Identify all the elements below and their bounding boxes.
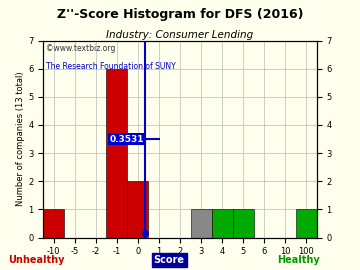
- Bar: [190, 210, 212, 238]
- Y-axis label: Number of companies (13 total): Number of companies (13 total): [16, 72, 25, 206]
- Bar: [106, 69, 127, 238]
- Text: Healthy: Healthy: [278, 255, 320, 265]
- Bar: [296, 210, 317, 238]
- Text: Score: Score: [154, 255, 185, 265]
- Bar: [212, 210, 233, 238]
- Bar: [43, 210, 64, 238]
- Text: The Research Foundation of SUNY: The Research Foundation of SUNY: [46, 62, 176, 71]
- Text: Industry: Consumer Lending: Industry: Consumer Lending: [106, 30, 254, 40]
- Text: Unhealthy: Unhealthy: [8, 255, 64, 265]
- Text: Z''-Score Histogram for DFS (2016): Z''-Score Histogram for DFS (2016): [57, 8, 303, 21]
- Text: ©www.textbiz.org: ©www.textbiz.org: [46, 45, 115, 53]
- Bar: [233, 210, 254, 238]
- Text: 0.3531: 0.3531: [110, 134, 144, 144]
- Bar: [127, 181, 148, 238]
